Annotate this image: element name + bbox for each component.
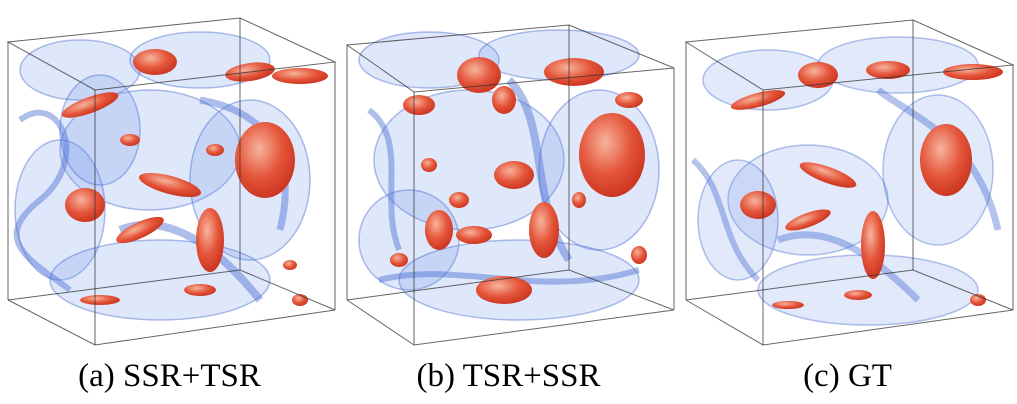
volume-render-gt (684, 19, 1015, 346)
panel-ssr-tsr: (a) SSR+TSR (0, 0, 339, 404)
volume-render-ssr-tsr (6, 17, 337, 346)
caption-a: (a) SSR+TSR (78, 358, 261, 394)
volume-render-tsr-ssr (345, 24, 675, 346)
panel-gt: (c) GT (678, 0, 1017, 404)
caption-b: (b) TSR+SSR (416, 358, 601, 394)
panel-tsr-ssr: (b) TSR+SSR (339, 0, 678, 404)
caption-c: (c) GT (803, 358, 892, 394)
